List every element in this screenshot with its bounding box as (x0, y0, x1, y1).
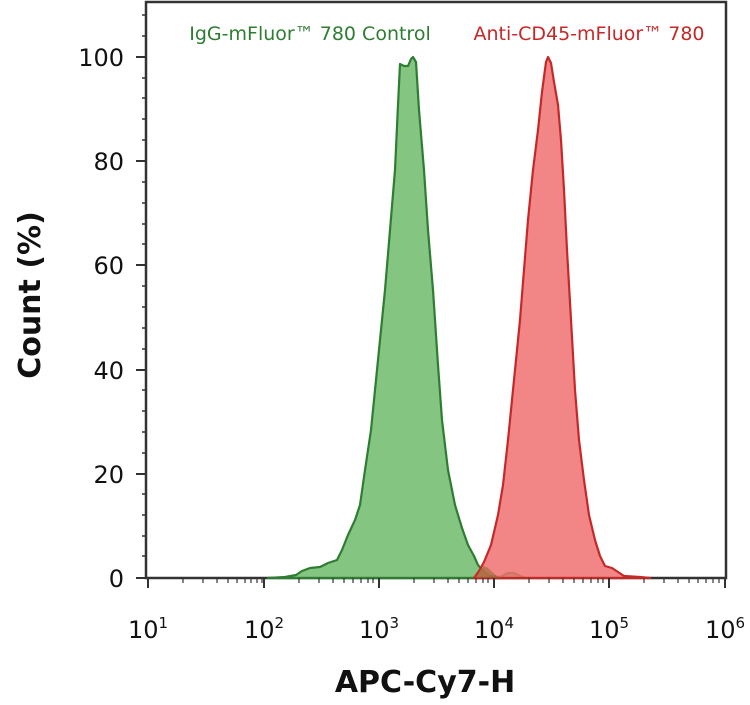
overlap-region (476, 566, 502, 578)
x-tick-label: 104 (474, 614, 514, 644)
x-tick-label: 102 (244, 614, 284, 644)
y-tick-label: 80 (93, 148, 124, 176)
x-tick-labels: 101 102 103 104 105 106 (128, 614, 745, 644)
sample-histogram (472, 55, 652, 580)
y-axis-title: Count (%) (13, 211, 48, 379)
control-histogram (266, 55, 528, 580)
y-tick-labels: 0 20 40 60 80 100 (78, 44, 124, 593)
y-axis (136, 14, 146, 579)
y-tick-label: 20 (93, 461, 124, 489)
x-tick-label: 101 (128, 614, 168, 644)
legend-control-label: IgG-mFluor™ 780 Control (189, 23, 430, 45)
y-tick-label: 60 (93, 252, 124, 280)
x-axis (147, 578, 726, 588)
x-tick-label: 103 (359, 614, 399, 644)
legend-sample-label: Anti-CD45-mFluor™ 780 (473, 23, 704, 45)
x-axis-title: APC-Cy7-H (335, 665, 515, 700)
x-tick-label: 106 (705, 614, 745, 644)
x-tick-label: 105 (589, 614, 629, 644)
y-tick-label: 100 (78, 44, 124, 72)
y-tick-label: 40 (93, 357, 124, 385)
y-tick-label: 0 (109, 565, 124, 593)
